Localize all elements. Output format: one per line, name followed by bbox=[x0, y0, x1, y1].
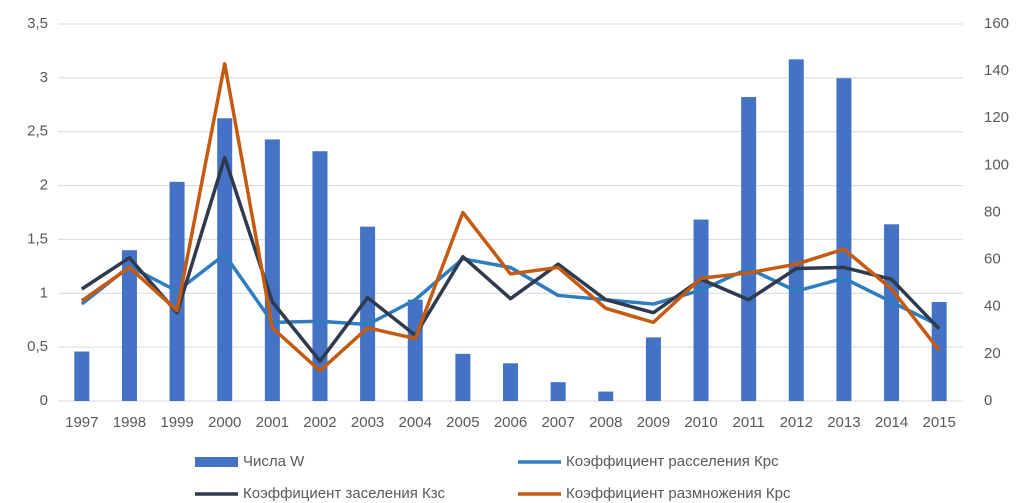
bar bbox=[264, 139, 280, 402]
x-tick-label: 2003 bbox=[351, 414, 384, 431]
x-tick-label: 2002 bbox=[303, 414, 336, 431]
y2-tick-label: 120 bbox=[984, 109, 1009, 126]
bar bbox=[836, 78, 852, 401]
y2-tick-label: 40 bbox=[984, 298, 1001, 315]
y2-tick-label: 20 bbox=[984, 345, 1001, 362]
x-tick-label: 2006 bbox=[494, 414, 527, 431]
y-tick-label: 0 bbox=[40, 392, 48, 409]
bar bbox=[788, 59, 804, 401]
bar bbox=[407, 299, 423, 401]
bar bbox=[312, 151, 328, 401]
line-series bbox=[80, 252, 940, 328]
bar bbox=[503, 363, 518, 401]
bar bbox=[884, 224, 900, 401]
y-tick-label: 2,5 bbox=[27, 123, 48, 140]
x-tick-label: 1997 bbox=[65, 414, 98, 431]
legend-label: Коэффициент расселения Крс bbox=[566, 453, 779, 470]
x-tick-label: 2008 bbox=[589, 414, 622, 431]
legend-label: Коэффициент заселения Кзс bbox=[243, 485, 445, 502]
x-tick-label: 2005 bbox=[446, 414, 479, 431]
x-tick-label: 2009 bbox=[637, 414, 670, 431]
x-tick-label: 1998 bbox=[113, 414, 146, 431]
y-tick-label: 1 bbox=[40, 284, 48, 301]
y2-tick-label: 160 bbox=[984, 15, 1009, 32]
bar bbox=[931, 302, 947, 401]
bar bbox=[598, 391, 614, 401]
y-tick-label: 2 bbox=[40, 177, 48, 194]
x-tick-label: 2001 bbox=[256, 414, 289, 431]
legend-swatch bbox=[195, 457, 238, 467]
legend-label: Коэффициент размножения Крс bbox=[566, 485, 791, 502]
x-tick-label: 2015 bbox=[922, 414, 955, 431]
y-tick-label: 3,5 bbox=[27, 15, 48, 32]
y2-tick-label: 60 bbox=[984, 251, 1001, 268]
bar bbox=[693, 219, 709, 401]
x-tick-label: 2000 bbox=[208, 414, 241, 431]
bar bbox=[645, 337, 661, 401]
bar bbox=[550, 382, 566, 401]
y2-tick-label: 80 bbox=[984, 203, 1001, 220]
y2-tick-label: 0 bbox=[984, 392, 992, 409]
y-tick-label: 0,5 bbox=[27, 338, 48, 355]
y2-tick-label: 100 bbox=[984, 156, 1009, 173]
x-tick-label: 2007 bbox=[541, 414, 574, 431]
legend-label: Числа W bbox=[243, 453, 305, 470]
y2-tick-label: 140 bbox=[984, 62, 1009, 79]
x-tick-label: 2011 bbox=[733, 414, 765, 431]
x-tick-label: 2004 bbox=[399, 414, 432, 431]
x-tick-label: 2012 bbox=[780, 414, 813, 431]
x-tick-label: 2013 bbox=[827, 414, 860, 431]
bar bbox=[74, 351, 90, 401]
line-series bbox=[80, 155, 941, 363]
bar bbox=[121, 250, 137, 401]
bar bbox=[741, 97, 757, 401]
y-tick-label: 1,5 bbox=[27, 230, 48, 247]
line-series bbox=[80, 62, 941, 373]
y-tick-label: 3 bbox=[40, 69, 48, 86]
bar bbox=[455, 353, 471, 401]
x-tick-label: 2010 bbox=[684, 414, 717, 431]
bar bbox=[217, 118, 233, 401]
x-tick-label: 2014 bbox=[875, 414, 908, 431]
bar bbox=[360, 226, 376, 401]
x-tick-label: 1999 bbox=[160, 414, 193, 431]
